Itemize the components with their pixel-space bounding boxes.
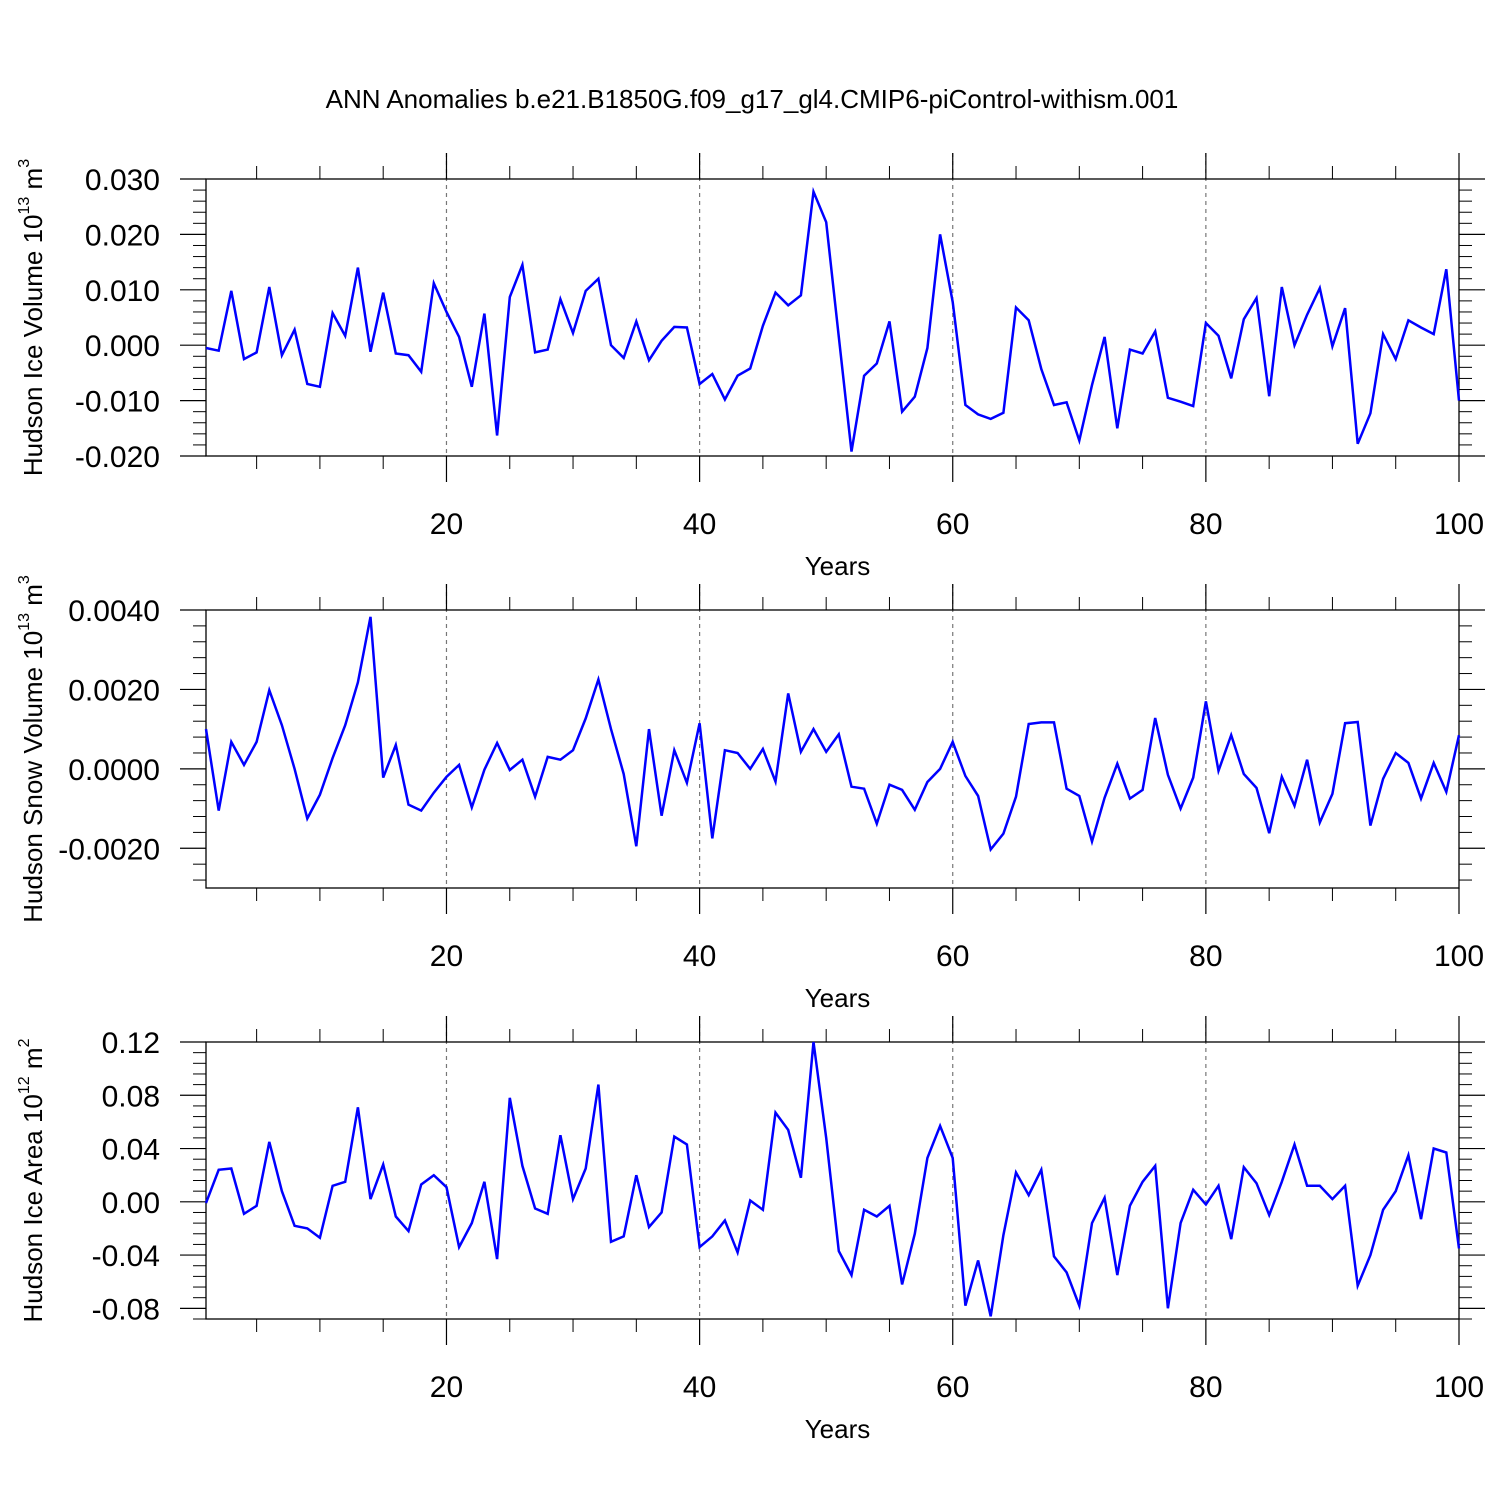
figure-title: ANN Anomalies b.e21.B1850G.f09_g17_gl4.C… (326, 84, 1179, 114)
y-axis-title-label: Hudson Ice Area 10 (18, 1094, 48, 1322)
y-tick-label: 0.12 (102, 1027, 160, 1060)
y-axis-title-unit: m (18, 584, 48, 613)
y-tick-label: -0.04 (92, 1240, 160, 1273)
data-series-line (204, 616, 1461, 853)
x-tick-label: 60 (936, 508, 969, 541)
y-axis-title-unit-exponent: 3 (16, 575, 33, 584)
x-axis-title: Years (805, 1414, 871, 1444)
x-tick-label: 40 (683, 1371, 716, 1404)
plot-frame (205, 609, 1460, 889)
x-tick-label: 20 (430, 1371, 463, 1404)
y-tick-label: -0.010 (75, 386, 160, 419)
data-series-line (205, 186, 1461, 452)
x-tick-label: 100 (1434, 1371, 1484, 1404)
y-axis-title: Hudson Snow Volume 1013 m3 (16, 575, 48, 923)
x-tick-label: 100 (1434, 508, 1484, 541)
y-tick-label: 0.010 (85, 275, 160, 308)
x-tick-label: 40 (683, 508, 716, 541)
y-axis-title-unit: m (18, 168, 48, 197)
x-axis-title: Years (805, 551, 871, 581)
data-series-line (204, 1041, 1461, 1317)
plot-frame (205, 178, 1460, 457)
x-tick-label: 60 (936, 940, 969, 973)
y-axis-title-unit-exponent: 2 (16, 1038, 33, 1047)
chart-panel-1: -0.020 -0.010 0.000 0.010 0.020 0.030 20 40 60 80… (16, 153, 1485, 581)
y-tick-label: 0.030 (85, 164, 160, 197)
x-axis-title: Years (805, 983, 871, 1013)
y-tick-label: 0.00 (102, 1187, 160, 1220)
y-axis-title-exponent: 12 (16, 1076, 33, 1094)
y-tick-label: -0.020 (75, 441, 160, 474)
y-tick-label: 0.0040 (68, 595, 160, 628)
x-tick-label: 80 (1189, 508, 1222, 541)
y-tick-label: -0.0020 (58, 833, 160, 866)
chart-panel-3: -0.08 -0.04 0.00 0.04 0.08 0.12 20 40 60 80 100 Yea… (16, 1016, 1485, 1444)
y-tick-label: 0.0020 (68, 674, 160, 707)
y-axis-title-label: Hudson Snow Volume 10 (18, 631, 48, 923)
plot-frame (205, 1041, 1460, 1320)
x-tick-label: 20 (430, 940, 463, 973)
y-tick-label: -0.08 (92, 1293, 160, 1326)
x-tick-label: 20 (430, 508, 463, 541)
y-tick-label: 0.08 (102, 1080, 160, 1113)
y-tick-label: 0.000 (85, 330, 160, 363)
panels: -0.020 -0.010 0.000 0.010 0.020 0.030 20 40 60 80… (16, 153, 1485, 1444)
y-tick-label: 0.04 (102, 1134, 160, 1167)
y-axis-title-unit: m (18, 1047, 48, 1076)
y-tick-label: 0.0000 (68, 754, 160, 787)
y-axis-title-exponent: 13 (16, 613, 33, 631)
x-tick-label: 80 (1189, 1371, 1222, 1404)
y-axis-title: Hudson Ice Area 1012 m2 (16, 1038, 48, 1322)
chart-panel-2: -0.0020 0.0000 0.0020 0.0040 20 40 60 80 100 Year… (16, 575, 1485, 1013)
y-axis-title-unit-exponent: 3 (16, 159, 33, 168)
y-axis-title-exponent: 13 (16, 197, 33, 215)
x-tick-label: 60 (936, 1371, 969, 1404)
y-tick-label: 0.020 (85, 219, 160, 252)
x-tick-label: 80 (1189, 940, 1222, 973)
y-axis-title-label: Hudson Ice Volume 10 (18, 214, 48, 476)
y-axis-title: Hudson Ice Volume 1013 m3 (16, 159, 48, 476)
x-tick-label: 40 (683, 940, 716, 973)
x-tick-label: 100 (1434, 940, 1484, 973)
